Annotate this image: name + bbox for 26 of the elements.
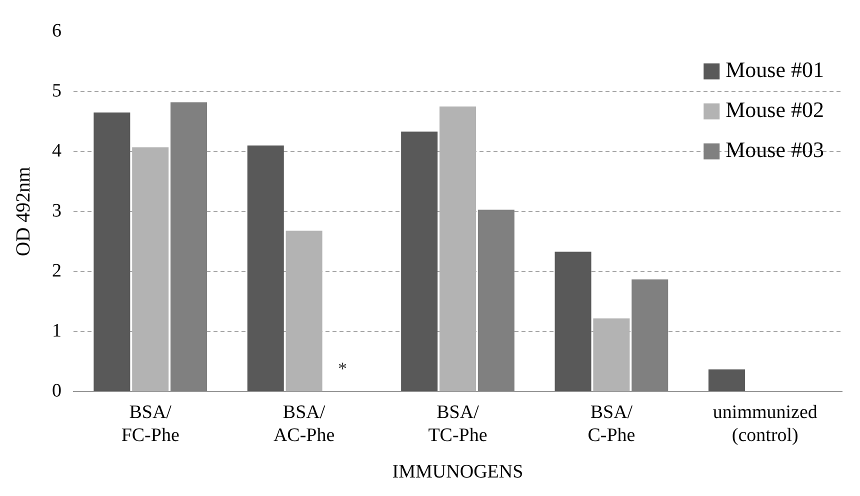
y-tick-label: 4 xyxy=(52,140,62,162)
y-axis-title: OD 492nm xyxy=(12,166,34,256)
bar xyxy=(247,145,284,392)
x-tick-label: BSA/ TC-Phe xyxy=(428,402,488,446)
y-tick-label: 0 xyxy=(52,380,62,402)
legend-label: Mouse #02 xyxy=(726,97,824,122)
x-axis-title: IMMUNOGENS xyxy=(392,462,524,483)
y-tick-label: 2 xyxy=(52,260,62,282)
x-tick-label: BSA/ C-Phe xyxy=(588,402,636,446)
bar xyxy=(94,112,130,392)
y-tick-label: 6 xyxy=(52,20,62,42)
legend-label: Mouse #03 xyxy=(726,137,824,162)
bar xyxy=(632,279,668,392)
bar xyxy=(170,102,208,392)
annotation: * xyxy=(338,358,347,378)
bar xyxy=(554,252,592,392)
y-tick-label: 1 xyxy=(52,320,62,342)
bar xyxy=(478,210,514,392)
y-tick-label: 3 xyxy=(52,200,62,222)
bar xyxy=(708,369,745,392)
x-tick-label: BSA/ AC-Phe xyxy=(273,402,335,446)
x-tick-label: BSA/ FC-Phe xyxy=(121,402,180,446)
bar xyxy=(401,132,438,392)
y-tick-label: 5 xyxy=(52,80,62,102)
x-tick-label: unimmunized (control) xyxy=(712,402,818,446)
legend-label: Mouse #01 xyxy=(726,57,824,82)
